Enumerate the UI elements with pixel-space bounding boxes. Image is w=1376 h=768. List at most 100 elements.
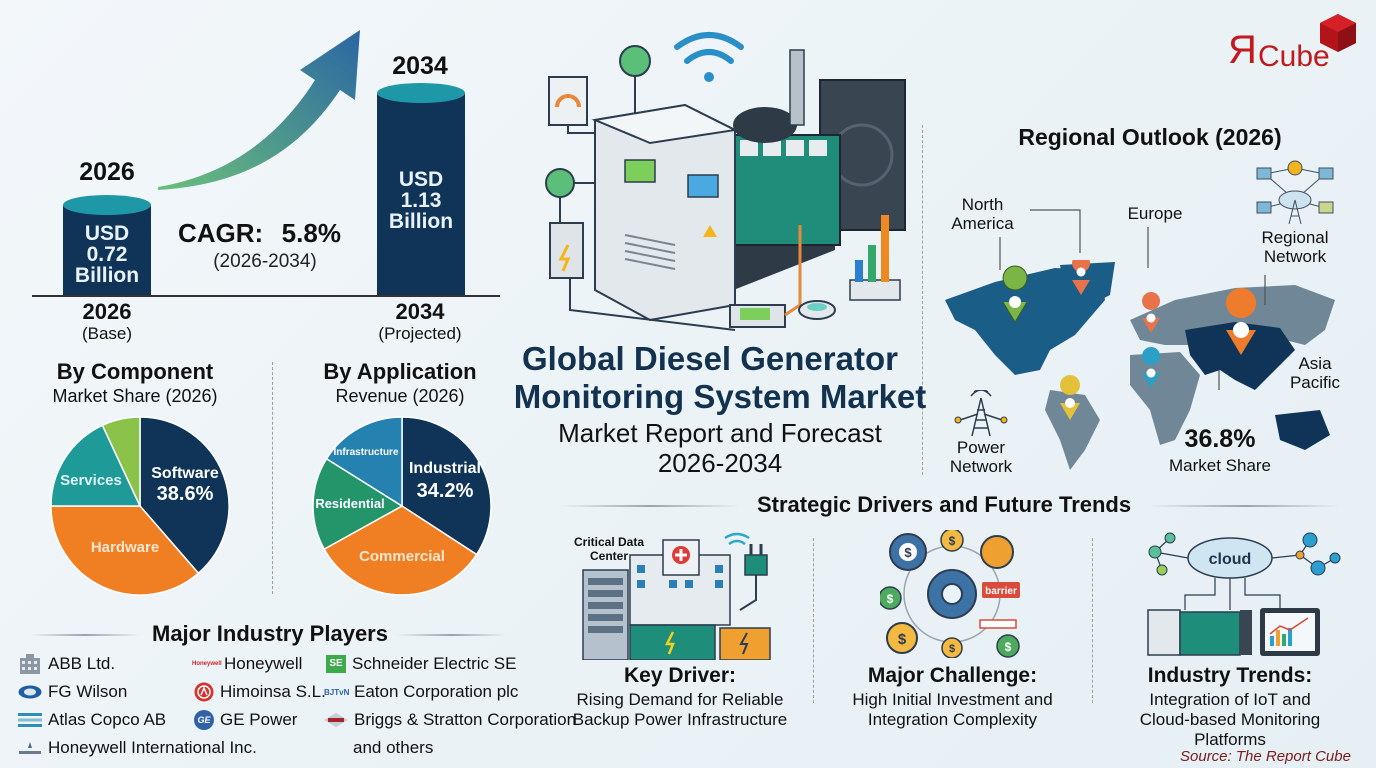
main-title-line1: Global Diesel Generator (522, 340, 898, 377)
industrial-value: 34.2% (416, 480, 474, 502)
start-value-line2: 0.72 (86, 243, 128, 266)
svg-text:$: $ (949, 643, 955, 655)
label-power-network: Power Network (949, 438, 1013, 476)
industry-trends-text: Integration of IoT and Cloud-based Monit… (1139, 690, 1321, 749)
data-center-illustration-label: Critical Data Center (573, 535, 645, 563)
center-right-divider (922, 125, 923, 475)
start-value-line3: Billion (74, 264, 140, 287)
logo: Я Cube (1228, 12, 1368, 72)
honeywell-wordmark-icon: Honeywell (192, 661, 222, 667)
drivers-rule-left (560, 505, 740, 507)
start-year-label: 2026 (79, 158, 135, 186)
end-bar: USD 1.13 Billion (377, 83, 465, 296)
cagr-block: CAGR: 5.8% (178, 218, 358, 249)
player-schneider: SE Schneider Electric SE (326, 654, 516, 674)
residential-label: Residential (315, 496, 385, 511)
wifi-icon (674, 32, 744, 82)
component-subtitle: Market Share (2026) (52, 386, 218, 406)
regional-title: Regional Outlook (2026) (1018, 124, 1282, 150)
player-ge-power: GE GE Power (194, 710, 297, 730)
player-name: Schneider Electric SE (352, 654, 517, 673)
player-name: Briggs & Stratton Corporation (354, 710, 577, 729)
small-logo-icon (19, 742, 41, 754)
svg-text:barrier: barrier (985, 586, 1017, 597)
player-himoinsa: Himoinsa S.L. (194, 682, 326, 702)
wordmark-logo-icon: BJTvN (324, 687, 350, 697)
svg-text:$: $ (898, 631, 907, 648)
source-credit: Source: The Report Cube (1180, 748, 1351, 765)
player-name: Himoinsa S.L. (220, 682, 326, 701)
end-value-line1: USD (398, 168, 444, 191)
players-title: Major Industry Players (152, 621, 388, 646)
player-name: and others (353, 738, 434, 757)
player-fg-wilson: FG Wilson (18, 682, 127, 702)
key-driver-title: Key Driver: (623, 664, 737, 687)
application-subtitle: Revenue (2026) (335, 386, 465, 406)
player-abb: ABB Ltd. (18, 654, 115, 674)
start-caption-year: 2026 (82, 299, 132, 324)
map-leader-lines (999, 209, 1266, 390)
stripes-logo-icon (18, 713, 42, 727)
industrial-label: Industrial (408, 460, 481, 477)
players-rule-right (396, 634, 506, 636)
generator-illustration (545, 32, 906, 331)
label-asia-pacific: Asia Pacific (1289, 354, 1341, 392)
label-north-america: North America (951, 195, 1014, 233)
diamond-logo-icon (324, 713, 348, 727)
player-briggs: Briggs & Stratton Corporation (324, 710, 576, 730)
player-name: Honeywell International Inc. (48, 738, 257, 757)
end-year-label: 2034 (392, 52, 448, 80)
svg-text:$: $ (949, 534, 956, 548)
player-name: FG Wilson (48, 682, 128, 701)
major-challenge-text: High Initial Investment and Integration … (852, 690, 1053, 729)
svg-text:$: $ (887, 592, 894, 606)
cagr-label: CAGR: (178, 218, 264, 248)
player-name: Honeywell (224, 654, 303, 673)
drivers-divider-2 (1092, 538, 1093, 703)
software-label: Software (151, 465, 219, 482)
start-caption: (Base) (81, 324, 133, 343)
end-caption-year: 2034 (395, 299, 445, 324)
main-title-line3: Market Report and Forecast (558, 418, 882, 448)
player-eaton: BJTvN Eaton Corporation plc (324, 682, 518, 702)
start-bar: USD 0.72 Billion (63, 195, 151, 296)
asia-share-label: Market Share (1168, 456, 1272, 475)
location-pins (1002, 260, 1257, 420)
application-title: By Application (323, 359, 477, 384)
challenge-gears-illustration: $ $ $ barrier $ $ $ (880, 530, 1020, 658)
cube-icon (1320, 14, 1356, 52)
player-others: and others (353, 738, 433, 758)
main-title-line4: 2026-2034 (657, 448, 783, 478)
world-map (945, 260, 1335, 470)
cagr-value: 5.8% (281, 218, 341, 248)
cagr-period: (2026-2034) (213, 251, 317, 272)
svg-text:$: $ (904, 545, 912, 560)
software-value: 38.6% (156, 483, 214, 505)
start-value-line1: USD (84, 222, 130, 245)
cloud-iot-illustration: cloud (1147, 532, 1341, 656)
player-honeywell-intl: Honeywell International Inc. (18, 738, 257, 758)
oval-logo-icon (18, 685, 42, 699)
hardware-label: Hardware (90, 539, 160, 556)
svg-text:cloud: cloud (1209, 551, 1252, 568)
component-title: By Component (56, 359, 214, 384)
key-driver-text: Rising Demand for Reliable Backup Power … (572, 690, 788, 729)
drivers-rule-right (1150, 505, 1340, 507)
data-center-illustration (582, 532, 771, 660)
growth-arrow-icon (158, 30, 360, 190)
red-circle-logo-icon (194, 682, 214, 702)
logo-mark: Я (1228, 28, 1257, 72)
players-rule-left (30, 634, 140, 636)
pie-divider (272, 362, 273, 594)
ge-monogram-icon: GE (194, 710, 214, 730)
label-regional-network: Regional Network (1261, 228, 1329, 266)
svg-text:$: $ (1005, 640, 1012, 654)
end-value-line3: Billion (388, 210, 454, 233)
regional-network-icon (1256, 160, 1334, 225)
services-label: Services (60, 472, 122, 489)
drivers-divider-1 (813, 538, 814, 703)
component-pie-chart (50, 416, 230, 596)
main-title-line2: Monitoring System Market (513, 378, 927, 415)
player-name: GE Power (220, 710, 298, 729)
building-logo-icon (20, 654, 40, 674)
